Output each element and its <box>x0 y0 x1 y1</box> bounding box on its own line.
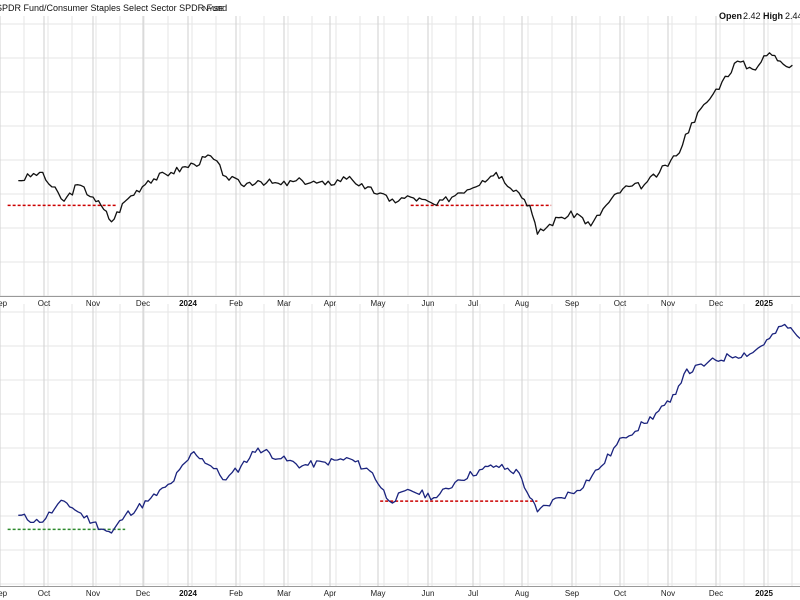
bottom-tick-label-sep: Sep <box>565 589 580 598</box>
bottom-tick-label-dec: Dec <box>136 589 150 598</box>
top-tick-label-jul: Jul <box>468 299 478 308</box>
top-tick-label-mar: Mar <box>277 299 291 308</box>
top-tick-label-aug: Aug <box>515 299 529 308</box>
bottom-tick-label-apr: Apr <box>324 589 337 598</box>
top-tick-label-2024: 2024 <box>179 299 197 308</box>
top-tick-label-dec: Dec <box>709 299 723 308</box>
top-tick-label-apr: Apr <box>324 299 337 308</box>
top-tick-label-may: May <box>370 299 385 308</box>
chart-title-text: SPDR Fund/Consumer Staples Select Sector… <box>0 3 227 13</box>
support-lines <box>7 204 552 531</box>
bottom-tick-label-oct: Oct <box>614 589 627 598</box>
bottom-tick-label-oct: Oct <box>38 589 51 598</box>
exchange-label: NYSE <box>203 4 223 13</box>
bottom-tick-label-2024: 2024 <box>179 589 197 598</box>
bottom-tick-label-aug: Aug <box>515 589 529 598</box>
bottom-tick-label-feb: Feb <box>229 589 243 598</box>
top-tick-label-nov: Nov <box>661 299 675 308</box>
top-tick-label-dec: Dec <box>136 299 150 308</box>
chart-title: SPDR Fund/Consumer Staples Select Sector… <box>0 3 227 13</box>
x-axis-ticks: Sep Oct Nov Dec 2024 Feb Mar Apr May Jun Jul Aug Sep… <box>0 299 773 598</box>
bottom-tick-label-nov: Nov <box>661 589 675 598</box>
bottom-tick-label-sep: Sep <box>0 589 8 598</box>
bottom-tick-label-may: May <box>370 589 385 598</box>
top-tick-label-oct: Oct <box>38 299 51 308</box>
bottom-tick-label-jun: Jun <box>422 589 435 598</box>
top-price-line <box>18 52 793 235</box>
bottom-tick-label-2025: 2025 <box>755 589 773 598</box>
bottom-tick-label-nov: Nov <box>86 589 100 598</box>
price-series <box>18 52 800 534</box>
panel-frames <box>0 296 800 587</box>
top-tick-label-jun: Jun <box>422 299 435 308</box>
open-label: Open <box>719 11 742 21</box>
bottom-price-line <box>18 323 800 534</box>
top-tick-label-nov: Nov <box>86 299 100 308</box>
open-value: 2.42 <box>743 11 761 21</box>
top-tick-label-oct: Oct <box>614 299 627 308</box>
top-tick-label-sep: Sep <box>565 299 580 308</box>
bottom-tick-label-mar: Mar <box>277 589 291 598</box>
grid-layer <box>0 16 800 586</box>
top-tick-label-sep: Sep <box>0 299 8 308</box>
high-value: 2.44 <box>785 11 800 21</box>
ohlc-readout: Open 2.42 High 2.44 <box>719 11 800 21</box>
bottom-tick-label-dec: Dec <box>709 589 723 598</box>
high-label: High <box>763 11 783 21</box>
bottom-tick-label-jul: Jul <box>468 589 478 598</box>
top-tick-label-2025: 2025 <box>755 299 773 308</box>
top-tick-label-feb: Feb <box>229 299 243 308</box>
